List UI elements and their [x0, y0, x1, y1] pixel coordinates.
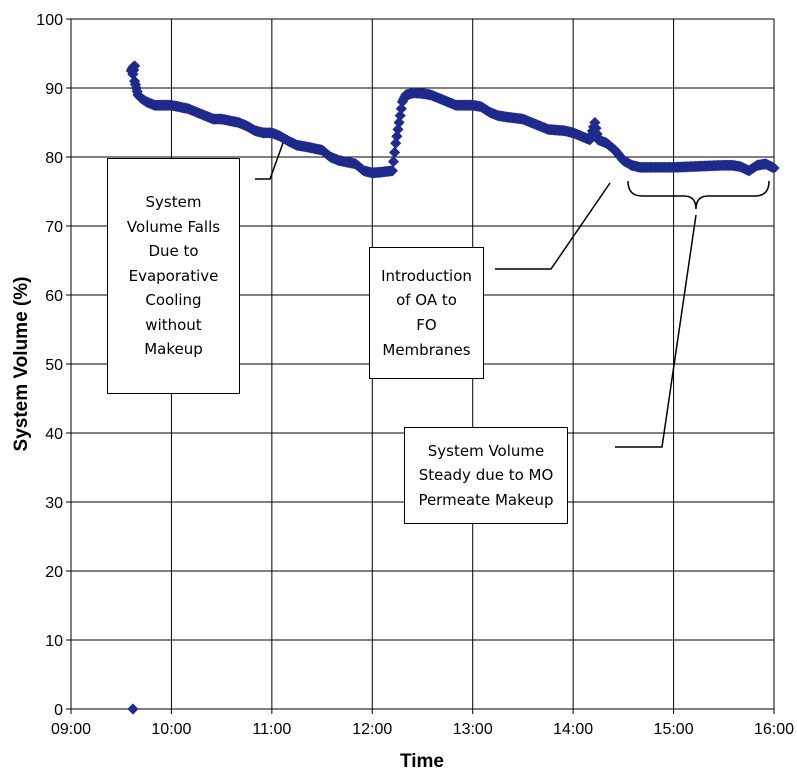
annotation-line: Steady due to MO — [418, 466, 554, 485]
steady-brace — [627, 180, 770, 210]
x-tick-label: 14:00 — [553, 721, 593, 738]
annotation-line: Cooling — [145, 291, 202, 310]
y-tick-label: 80 — [45, 150, 63, 167]
annotation-line: Membranes — [382, 340, 471, 359]
y-tick-labels: 0 10 20 30 40 50 60 70 80 90 100 — [36, 12, 63, 719]
x-tick-label: 11:00 — [252, 721, 291, 738]
data-point — [390, 137, 402, 149]
annotation-line: Introduction — [381, 266, 472, 285]
x-tick-label: 12:00 — [352, 721, 392, 738]
annotation-steady-volume: System Volume Steady due to MO Permeate … — [404, 427, 568, 524]
y-tick-label: 50 — [45, 357, 63, 374]
annotation-line: System Volume — [427, 441, 545, 460]
x-tick-label: 13:00 — [453, 721, 493, 738]
data-point — [394, 110, 406, 122]
annotation-line: FO — [416, 316, 437, 334]
annotation-line: Permeate Makeup — [418, 490, 554, 509]
annotation-evaporative-cooling: System Volume Falls Due to Evaporative C… — [107, 158, 240, 394]
y-tick-label: 70 — [45, 219, 63, 236]
y-tick-label: 100 — [36, 12, 63, 29]
data-point — [392, 123, 404, 135]
y-tick-label: 30 — [45, 495, 63, 512]
y-tick-label: 10 — [45, 633, 63, 650]
annotation-line: Makeup — [144, 340, 203, 359]
annotation-line: Volume Falls — [126, 217, 221, 236]
y-axis-title: System Volume (%) — [11, 277, 32, 452]
data-point — [393, 116, 405, 129]
connector-introduction — [495, 182, 611, 270]
data-point — [395, 103, 407, 115]
x-tick-label: 09:00 — [51, 721, 91, 738]
connector-evaporative — [255, 142, 284, 180]
annotation-connectors — [255, 142, 770, 448]
annotation-line: System — [145, 192, 202, 211]
data-points — [125, 60, 780, 715]
x-tick-label: 10:00 — [151, 721, 191, 738]
annotation-line: of OA to — [396, 291, 457, 310]
data-point — [386, 165, 398, 177]
y-tick-label: 60 — [45, 288, 63, 305]
data-point — [389, 146, 401, 158]
data-point — [129, 60, 141, 72]
data-point — [391, 130, 403, 142]
y-tick-label: 40 — [45, 426, 63, 443]
x-tick-label: 15:00 — [654, 721, 694, 738]
data-point — [768, 162, 780, 174]
data-point — [387, 156, 400, 168]
y-tick-label: 0 — [54, 702, 63, 719]
data-point — [127, 703, 139, 715]
x-tick-labels: 09:00 10:00 11:00 12:00 13:00 14:00 15:00 16:00 — [51, 721, 794, 738]
annotation-line: without — [145, 315, 202, 334]
x-tick-label: 16:00 — [754, 721, 794, 738]
connector-steady — [615, 214, 697, 448]
annotation-line: Due to — [148, 242, 199, 261]
annotation-line: Evaporative — [128, 266, 219, 285]
annotation-introduction-oa: Introduction of OA to FO Membranes — [369, 247, 484, 379]
y-tick-label: 90 — [45, 81, 63, 98]
x-axis-title: Time — [400, 751, 444, 772]
y-tick-label: 20 — [45, 564, 63, 581]
